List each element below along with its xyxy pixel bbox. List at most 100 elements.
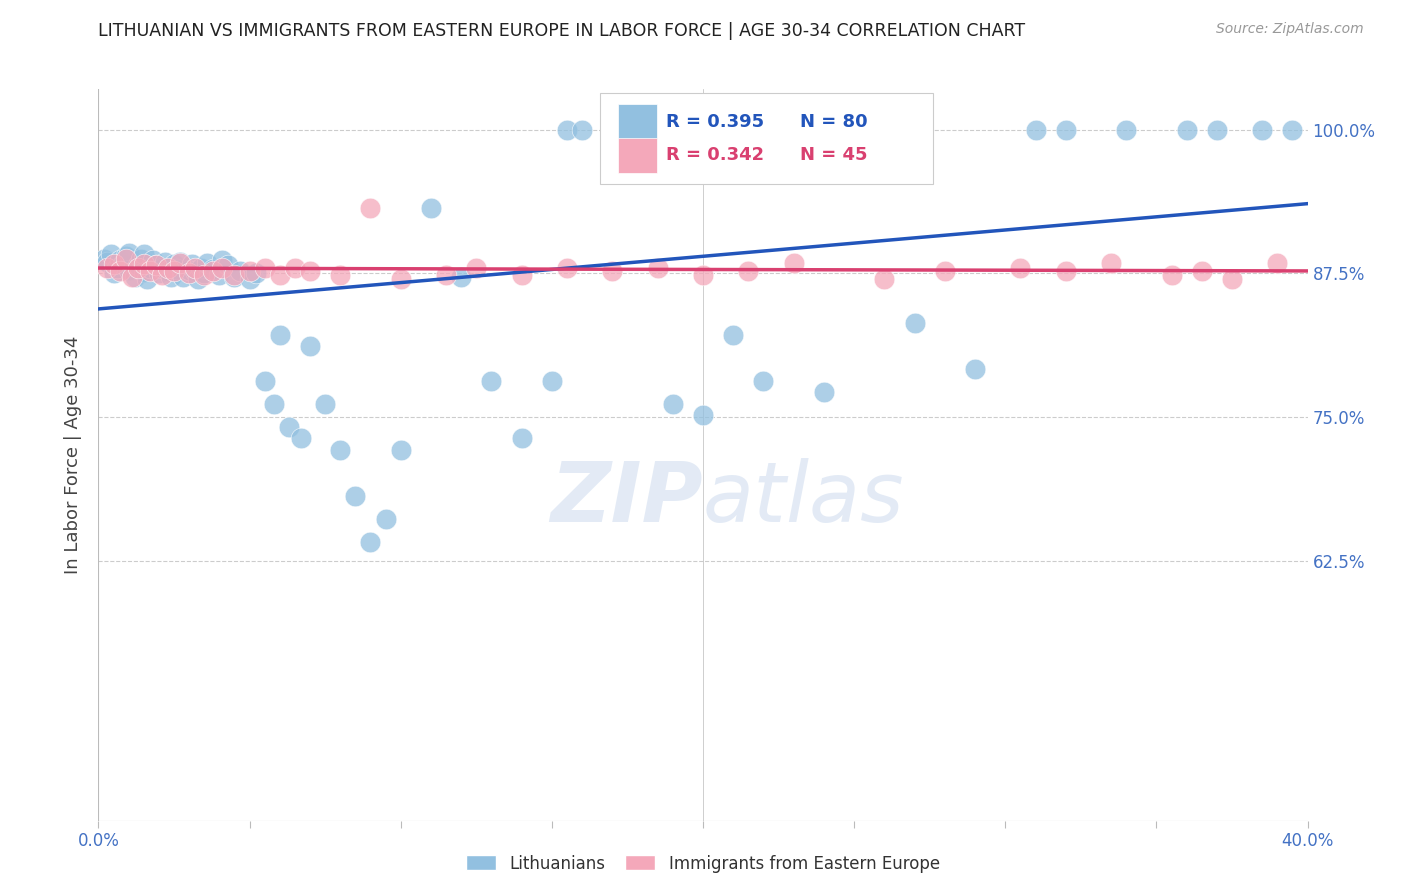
Point	[647, 260, 669, 275]
Point	[103, 257, 125, 271]
Point	[1191, 264, 1213, 278]
Point	[105, 260, 128, 275]
Point	[844, 122, 866, 136]
Point	[253, 374, 276, 388]
Point	[481, 374, 503, 388]
Point	[193, 267, 215, 281]
Point	[813, 385, 835, 400]
Point	[103, 267, 125, 281]
Point	[269, 268, 291, 282]
Text: R = 0.342: R = 0.342	[665, 146, 763, 164]
Point	[132, 257, 155, 271]
Point	[389, 272, 412, 286]
Point	[723, 327, 745, 342]
Point	[202, 264, 225, 278]
Point	[1054, 264, 1077, 278]
Point	[299, 339, 322, 353]
Point	[284, 260, 307, 275]
Point	[93, 252, 115, 266]
Point	[211, 260, 233, 275]
Point	[616, 122, 638, 136]
Y-axis label: In Labor Force | Age 30-34: In Labor Force | Age 30-34	[65, 335, 83, 574]
Point	[135, 272, 157, 286]
Point	[360, 201, 382, 215]
Text: N = 80: N = 80	[800, 112, 868, 130]
Point	[217, 259, 239, 273]
Text: Source: ZipAtlas.com: Source: ZipAtlas.com	[1216, 22, 1364, 37]
Point	[132, 247, 155, 261]
Point	[360, 534, 382, 549]
Point	[193, 268, 215, 282]
Point	[434, 268, 457, 282]
Point	[239, 272, 262, 286]
Point	[156, 260, 179, 275]
Point	[169, 255, 191, 269]
Point	[269, 327, 291, 342]
Point	[108, 252, 131, 267]
Point	[692, 268, 714, 282]
Text: LITHUANIAN VS IMMIGRANTS FROM EASTERN EUROPE IN LABOR FORCE | AGE 30-34 CORRELAT: LITHUANIAN VS IMMIGRANTS FROM EASTERN EU…	[98, 22, 1025, 40]
Point	[602, 122, 624, 136]
Point	[783, 256, 806, 270]
Point	[752, 374, 775, 388]
Point	[1281, 122, 1303, 136]
Point	[163, 257, 186, 271]
Point	[127, 260, 149, 275]
Point	[166, 261, 188, 276]
Point	[290, 431, 312, 445]
Point	[420, 201, 443, 215]
Point	[124, 269, 146, 284]
Point	[153, 255, 176, 269]
Point	[571, 122, 593, 136]
Point	[108, 264, 131, 278]
Text: atlas: atlas	[703, 458, 904, 540]
FancyBboxPatch shape	[619, 104, 657, 139]
Point	[160, 269, 183, 284]
Point	[150, 260, 173, 275]
Point	[737, 264, 759, 278]
Point	[156, 264, 179, 278]
Point	[96, 255, 118, 269]
Point	[239, 264, 262, 278]
Point	[1054, 122, 1077, 136]
Text: ZIP: ZIP	[550, 458, 703, 540]
Point	[965, 362, 987, 376]
Point	[314, 397, 336, 411]
Point	[211, 252, 233, 267]
Point	[114, 252, 136, 266]
FancyBboxPatch shape	[619, 138, 657, 173]
Point	[253, 260, 276, 275]
Point	[263, 397, 285, 411]
Point	[329, 442, 352, 457]
Point	[184, 260, 207, 275]
Point	[602, 264, 624, 278]
Point	[450, 269, 472, 284]
Point	[1175, 122, 1198, 136]
Point	[127, 259, 149, 273]
Point	[195, 256, 218, 270]
Point	[179, 263, 201, 277]
Text: R = 0.395: R = 0.395	[665, 112, 763, 130]
Point	[224, 268, 246, 282]
Point	[142, 252, 165, 267]
Point	[1251, 122, 1274, 136]
Point	[1267, 256, 1289, 270]
Point	[169, 256, 191, 270]
Point	[1024, 122, 1046, 136]
Point	[129, 252, 152, 266]
Point	[662, 397, 685, 411]
Point	[145, 259, 167, 273]
Point	[344, 489, 367, 503]
Point	[190, 260, 212, 275]
Point	[277, 419, 299, 434]
Point	[139, 260, 162, 275]
FancyBboxPatch shape	[600, 93, 932, 185]
Point	[139, 264, 162, 278]
Point	[904, 316, 927, 330]
Point	[374, 512, 396, 526]
Point	[118, 263, 141, 277]
Point	[179, 267, 201, 281]
Point	[510, 268, 533, 282]
Point	[163, 264, 186, 278]
Point	[631, 122, 654, 136]
